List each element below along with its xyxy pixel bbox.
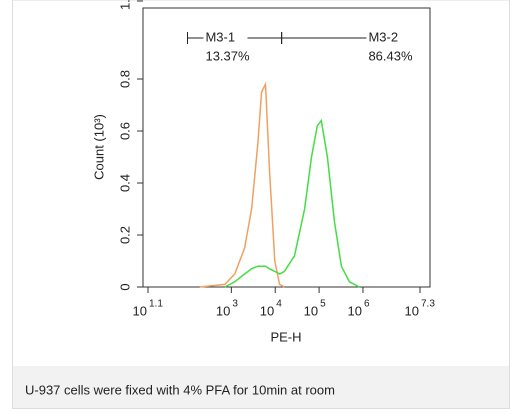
y-tick-label: 0.8 — [117, 70, 132, 88]
gate-label: M3-1 — [205, 29, 235, 44]
caption-band — [13, 366, 509, 408]
gate-percent: 86.43% — [368, 48, 413, 63]
histogram-line — [224, 118, 360, 288]
x-tick-exponent: 5 — [320, 299, 326, 310]
label-bg — [203, 29, 248, 46]
panel — [12, 0, 510, 409]
y-tick-label: 1.1 — [117, 0, 132, 10]
y-tick-label: 0 — [117, 283, 132, 290]
x-tick-label: 10 — [347, 303, 361, 318]
histogram-line — [199, 81, 285, 288]
caption: U-937 cells were fixed with 4% PFA for 1… — [25, 382, 335, 397]
label-bg — [366, 29, 411, 46]
x-tick-exponent: 7.3 — [421, 299, 435, 310]
gate-label: M3-2 — [368, 29, 398, 44]
x-tick-label: 10 — [405, 303, 419, 318]
x-tick-exponent: 6 — [364, 299, 370, 310]
y-tick-label: 0.2 — [117, 226, 132, 244]
y-axis-label: Count (10³) — [91, 114, 106, 180]
x-tick-label: 10 — [260, 303, 274, 318]
plot-frame — [142, 7, 431, 288]
x-tick-exponent: 1.1 — [149, 299, 163, 310]
y-tick-label: 0.6 — [117, 122, 132, 140]
x-tick-label: 10 — [133, 303, 147, 318]
y-tick-label: 0.4 — [117, 174, 132, 192]
x-tick-exponent: 4 — [276, 299, 282, 310]
x-axis-label: PE-H — [270, 329, 301, 344]
x-tick-label: 10 — [304, 303, 318, 318]
x-tick-label: 10 — [216, 303, 230, 318]
x-tick-exponent: 3 — [232, 299, 238, 310]
gate-percent: 13.37% — [205, 48, 250, 63]
